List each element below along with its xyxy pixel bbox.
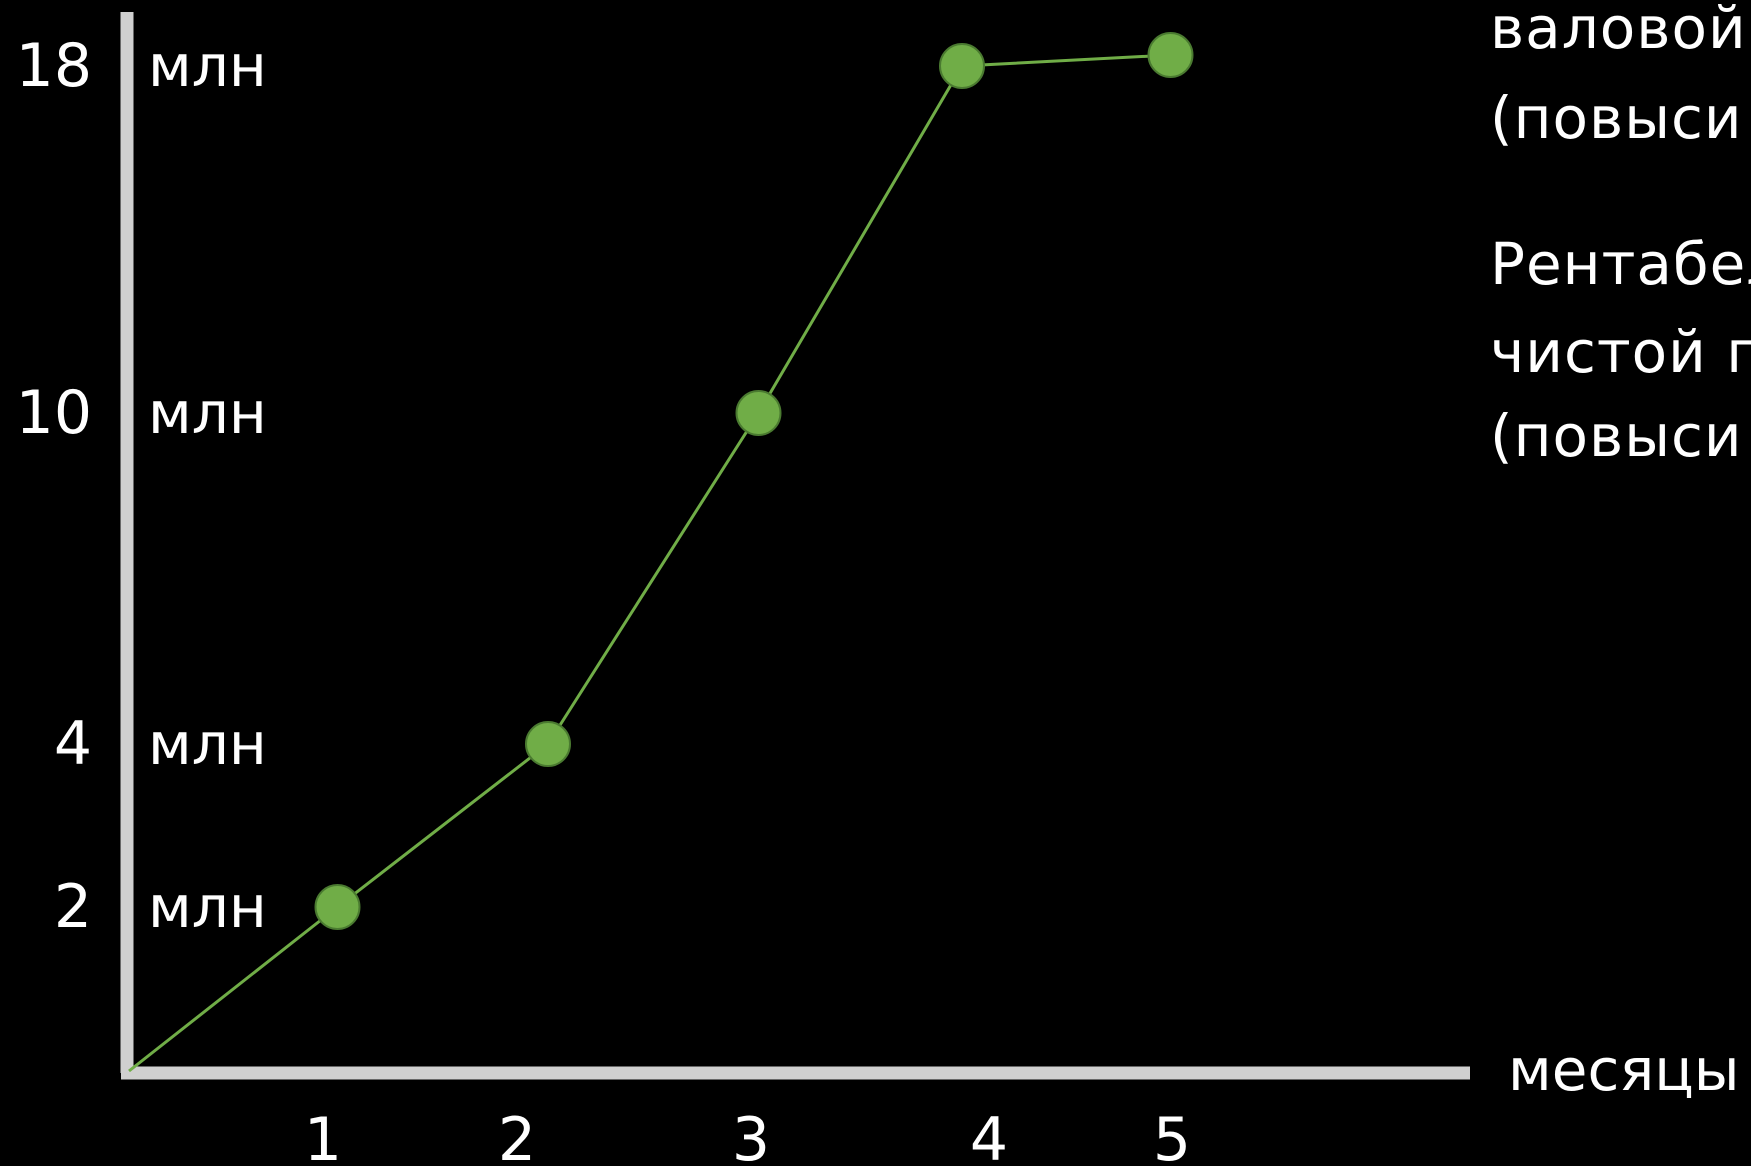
y-tick-label: 2: [54, 872, 92, 942]
side-text-line-5: (повыси: [1490, 402, 1743, 470]
x-tick-label: 1: [304, 1105, 342, 1166]
x-tick-label: 5: [1153, 1105, 1191, 1166]
y-tick-unit: млн: [148, 710, 267, 778]
side-text-line-4: чистой п: [1490, 318, 1751, 386]
y-tick-label: 10: [16, 378, 92, 448]
side-text-line-2: (повыси: [1490, 84, 1743, 152]
y-tick-label: 18: [16, 31, 92, 101]
x-tick-label: 4: [970, 1105, 1008, 1166]
data-point: [314, 884, 361, 930]
data-point: [735, 390, 782, 436]
x-tick-label: 2: [498, 1105, 536, 1166]
data-point: [1147, 32, 1194, 78]
x-axis-labels: 1 2 3 4 5: [304, 1105, 1191, 1166]
y-tick-label: 4: [54, 709, 92, 779]
chart-axes: [120, 12, 1470, 1080]
y-tick-unit: млн: [148, 873, 267, 941]
data-point: [939, 43, 985, 89]
data-point: [525, 721, 571, 767]
data-series: [128, 32, 1194, 1073]
side-text-line-1: валовой: [1490, 0, 1747, 62]
series-line: [128, 53, 1171, 1073]
y-axis-labels: 18 млн 10 млн 4 млн 2 млн: [16, 31, 267, 942]
y-tick-unit: млн: [148, 32, 267, 100]
y-tick-unit: млн: [148, 379, 267, 447]
x-axis-title: месяцы: [1508, 1036, 1740, 1104]
x-tick-label: 3: [732, 1105, 770, 1166]
side-text-line-3: Рентабел: [1490, 230, 1751, 298]
